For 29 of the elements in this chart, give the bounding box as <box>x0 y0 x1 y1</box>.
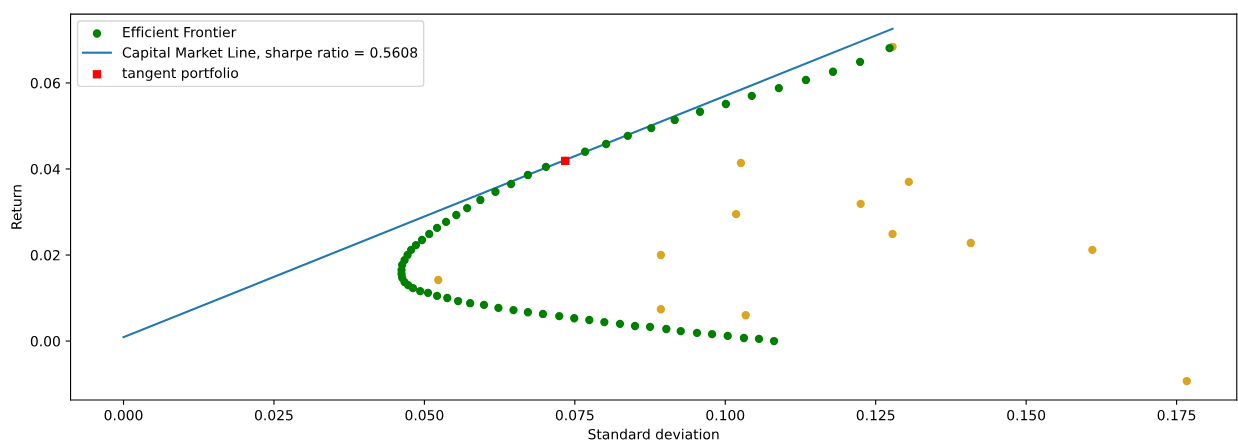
y-tick-label: 0.02 <box>30 249 60 261</box>
x-axis-title: Standard deviation <box>588 428 719 440</box>
y-tick-label: 0.04 <box>30 163 61 175</box>
point <box>1088 245 1097 255</box>
point <box>904 177 913 187</box>
point <box>434 275 443 285</box>
point <box>736 158 746 168</box>
x-tick-label: 0.025 <box>254 409 293 421</box>
x-tick-label: 0.125 <box>856 409 895 421</box>
y-tick-label: 0.06 <box>30 77 60 89</box>
legend-label: Capital Market Line, sharpe ratio = 0.5608 <box>122 47 418 61</box>
point <box>656 250 666 260</box>
legend-label: tangent portfolio <box>122 67 239 81</box>
point <box>656 305 666 314</box>
legend-label: Efficient Frontier <box>123 26 237 38</box>
x-tick-label: 0.075 <box>555 409 594 421</box>
x-tick-label: 0.000 <box>104 409 143 421</box>
point <box>741 311 750 320</box>
x-tick-label: 0.050 <box>405 409 444 421</box>
point <box>856 199 865 208</box>
x-tick-label: 0.150 <box>1007 409 1046 421</box>
x-tick-label: 0.100 <box>706 409 745 421</box>
point <box>888 229 897 239</box>
point <box>1182 376 1191 386</box>
y-axis-title: Return <box>11 185 22 229</box>
x-tick-label: 0.175 <box>1157 409 1196 421</box>
point <box>731 209 741 219</box>
point <box>966 238 975 248</box>
y-tick-label: 0.00 <box>30 336 60 347</box>
